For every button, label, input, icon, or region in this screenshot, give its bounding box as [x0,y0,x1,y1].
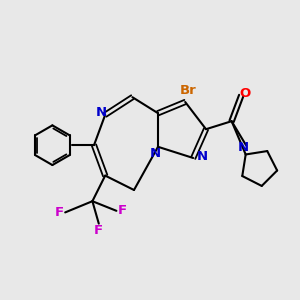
Text: N: N [196,150,207,163]
Text: F: F [94,224,104,236]
Text: F: F [55,206,64,219]
Text: N: N [95,106,106,119]
Text: N: N [238,141,249,154]
Text: Br: Br [179,84,196,97]
Text: N: N [150,147,161,160]
Text: F: F [118,204,128,217]
Text: O: O [239,86,251,100]
